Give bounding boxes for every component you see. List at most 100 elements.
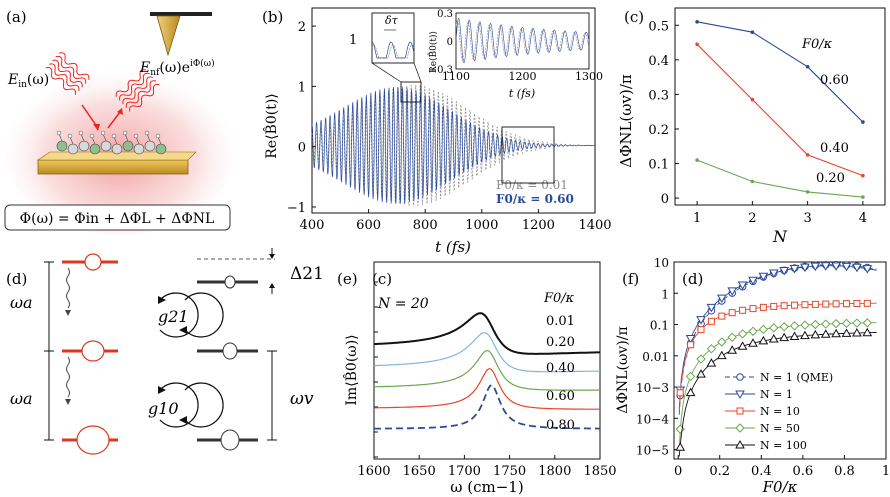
e-nf-symbol: E (139, 60, 150, 76)
coupling-arrow-21-right (184, 292, 224, 338)
c-series-0.20 (696, 159, 863, 198)
e-series-0.01 (374, 384, 600, 430)
f-marker (780, 302, 788, 310)
molecule-icon (100, 140, 112, 152)
vib-state-2-icon (224, 275, 236, 289)
e-xtick-label: 1650 (403, 464, 436, 479)
f-marker (727, 287, 738, 296)
f-marker (737, 281, 748, 291)
e-series-0.80 (374, 312, 601, 355)
f-marker (810, 319, 821, 330)
f-ytick-label: 10−3 (636, 381, 669, 395)
panel-d-label: (d) (6, 270, 27, 288)
f-marker (800, 330, 810, 340)
f-ytick-label: 0.01 (642, 350, 669, 364)
f-marker (800, 263, 810, 273)
f-marker (758, 324, 769, 335)
plot-c-ylabel: ΔΦNL(ωv)/π (617, 74, 635, 168)
vib-state-0-icon (220, 429, 240, 451)
f-marker (832, 300, 840, 308)
f-marker (779, 266, 790, 276)
inset-2-xlabel: t (fs) (509, 87, 535, 100)
f-ytick-label: 10−5 (636, 444, 669, 458)
zoom-box-2 (501, 126, 555, 184)
f-marker (769, 323, 779, 333)
f-marker (841, 318, 852, 329)
e-in-symbol: E (7, 72, 18, 88)
f-legend-label: N = 50 (760, 422, 800, 435)
phase-formula: Φ(ω) = Φin + ΔΦL + ΔΦNL (20, 211, 215, 227)
f-marker (779, 332, 790, 342)
f-marker (801, 301, 809, 309)
c-point (750, 30, 755, 34)
inset2-xtick-label: 1100 (442, 70, 470, 83)
state-2-icon (84, 253, 102, 271)
f-marker (735, 390, 745, 400)
molecule-icon (78, 140, 90, 152)
f-marker (820, 262, 831, 271)
f-marker (862, 327, 873, 337)
plot-e-label-001: 0.01 (546, 314, 575, 329)
f-marker (685, 371, 696, 382)
panel-f: (f) (d) 0 0.2 0.4 0.6 0.8 1 10−5 10−4 10−3 0.01 0.… (615, 256, 890, 496)
plot-c-label-040: 0.40 (820, 141, 849, 156)
plot-b-legend-1: F0/κ = 0.01 (496, 178, 568, 192)
svg-text:Ein(ω): Ein(ω) (7, 72, 49, 90)
coupling-g10: g10 (148, 399, 179, 418)
f-marker (749, 305, 757, 313)
c-series-0.40 (696, 43, 864, 177)
plot-e-label-080: 0.80 (546, 418, 575, 433)
c-ytick-label: 0.1 (648, 158, 669, 173)
f-marker (728, 309, 736, 317)
plot-e-frame (373, 261, 601, 460)
c-point (805, 64, 810, 69)
b-ytick-label: 1 (298, 80, 306, 95)
inset1-series-060 (371, 41, 415, 59)
f-xtick-label: 0.2 (709, 464, 730, 479)
f-marker (737, 329, 748, 339)
f-marker (831, 318, 841, 329)
omega-a-lower: ωa (10, 389, 33, 408)
inset2-ytick-label: −0.3 (429, 65, 453, 76)
outgoing-arrow (107, 111, 121, 129)
f-marker (685, 387, 696, 397)
coupling-g21: g21 (158, 307, 189, 326)
plot-f-ylabel: ΔΦNL(ωv)/π (615, 326, 631, 413)
c-point (750, 97, 755, 102)
panel-e-sublabel: (c) (372, 270, 392, 288)
f-marker (718, 312, 726, 320)
c-ytick-label: 0.5 (648, 19, 669, 34)
c-point (805, 153, 810, 157)
f-marker (727, 332, 737, 342)
f-ytick-label: 10−4 (636, 412, 669, 426)
f-marker (716, 294, 727, 304)
f-marker (791, 301, 799, 309)
f-marker (811, 300, 819, 308)
f-marker (768, 269, 779, 279)
inset2-series-001 (455, 19, 590, 62)
b-xtick-label: 800 (413, 218, 438, 233)
molecule-icon (67, 143, 79, 155)
f-marker (768, 334, 779, 343)
c-xtick-label: 4 (859, 211, 867, 226)
c-point (861, 195, 865, 199)
f-marker (789, 331, 800, 340)
f-marker (706, 344, 717, 354)
plot-c-xlabel: N (772, 227, 788, 246)
omega-a-upper: ωa (10, 293, 33, 312)
panel-b: (b) 400 600 800 1000 1200 1400 −1 0 1 2 Re⟨B̂0(t)… (262, 7, 612, 256)
plot-e-n-label: N = 20 (377, 296, 429, 312)
e-in-arg: (ω) (27, 72, 49, 88)
f-marker (716, 350, 727, 360)
molecule-icon (133, 143, 145, 155)
f-legend-label: N = 1 (760, 388, 793, 401)
e-series-0.20 (374, 368, 600, 410)
f-marker (841, 328, 852, 337)
panel-c-label: (c) (624, 8, 644, 26)
e-nf-exponent: iΦ(ω) (190, 58, 215, 69)
inset-1 (371, 12, 415, 64)
molecule-icon (122, 140, 134, 152)
c-ytick-label: 0.4 (648, 54, 669, 69)
afm-cantilever (150, 12, 212, 16)
f-marker (810, 329, 821, 339)
